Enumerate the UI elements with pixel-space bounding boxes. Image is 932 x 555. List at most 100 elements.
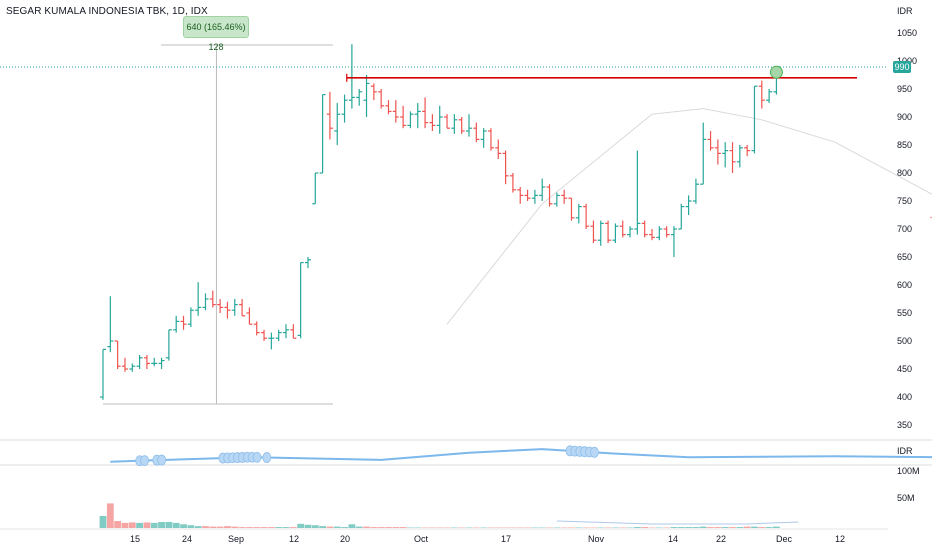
- ohlc-bar: [122, 358, 128, 372]
- volume-bar: [173, 523, 180, 528]
- volume-bar: [341, 527, 348, 528]
- volume-bar: [356, 527, 363, 528]
- ohlc-bar: [334, 103, 340, 145]
- price-tick-label: 500: [897, 336, 912, 346]
- ohlc-bar: [320, 95, 326, 173]
- ohlc-bar: [627, 226, 633, 237]
- volume-bar: [114, 521, 121, 528]
- ohlc-bar: [532, 190, 538, 204]
- volume-bar: [378, 527, 385, 528]
- time-tick-label: 15: [130, 534, 140, 544]
- ohlc-bar: [605, 221, 611, 243]
- ohlc-bar: [159, 358, 165, 369]
- volume-bar: [209, 527, 216, 528]
- ohlc-bar: [583, 204, 589, 229]
- ohlc-bar: [217, 299, 223, 313]
- volume-bar: [693, 527, 700, 528]
- ohlc-bar: [708, 131, 714, 151]
- horizontal-line-drawing[interactable]: [347, 66, 857, 82]
- volume-bar: [136, 523, 143, 528]
- time-tick-label: Dec: [776, 534, 793, 544]
- volume-bar: [758, 527, 765, 528]
- ohlc-bar: [407, 111, 413, 128]
- indicator-highlight-dot: [141, 456, 149, 466]
- indicator-highlight-dot: [158, 455, 166, 465]
- volume-bar: [363, 527, 370, 528]
- ohlc-bar: [722, 142, 728, 167]
- ohlc-bar: [151, 358, 157, 366]
- volume-bar: [700, 527, 707, 528]
- ohlc-bar: [642, 221, 648, 238]
- price-axis[interactable]: 1050100095090085080075070065060055050045…: [897, 28, 917, 430]
- ohlc-bar: [664, 226, 670, 237]
- volume-bar: [231, 527, 238, 528]
- ohlc-bar: [137, 355, 143, 369]
- indicator-highlight-dot: [263, 453, 271, 463]
- volume-bar: [714, 527, 721, 528]
- ohlc-bar: [444, 114, 450, 128]
- indicator-highlight-dot: [590, 447, 598, 457]
- ohlc-bar: [656, 226, 662, 240]
- volume-bar: [736, 527, 743, 528]
- volume-bar: [634, 527, 641, 528]
- volume-bar: [290, 527, 297, 528]
- volume-bar: [151, 523, 158, 528]
- volume-bar: [707, 527, 714, 528]
- ohlc-bar: [415, 103, 421, 128]
- ohlc-bar: [100, 349, 106, 399]
- ohlc-bar: [239, 299, 245, 316]
- volume-bar: [202, 526, 209, 528]
- volume-bar: [107, 503, 114, 528]
- ohlc-bar: [349, 44, 355, 108]
- volume-bar: [100, 516, 107, 528]
- ohlc-bar: [598, 221, 604, 246]
- ohlc-bar: [766, 89, 772, 103]
- chart-title: SEGAR KUMALA INDONESIA TBK, 1D, IDX: [6, 6, 208, 17]
- ohlc-bar: [759, 81, 765, 109]
- ohlc-bar: [246, 307, 252, 324]
- ohlc-bar: [385, 100, 391, 114]
- volume-bar: [685, 527, 692, 528]
- volume-bar: [327, 527, 334, 528]
- last-bar-marker: [770, 66, 782, 78]
- ohlc-bar: [437, 106, 443, 134]
- indicator-currency-label: IDR: [897, 446, 913, 456]
- time-tick-label: 20: [340, 534, 350, 544]
- ohlc-bar: [525, 190, 531, 201]
- volume-bar: [253, 527, 260, 528]
- ohlc-bar: [276, 330, 282, 341]
- ohlc-bar: [232, 299, 238, 316]
- ohlc-bar: [649, 229, 655, 240]
- volume-bar: [261, 527, 268, 528]
- ohlc-bar: [561, 190, 567, 204]
- ohlc-bar: [671, 226, 677, 257]
- volume-bar: [334, 527, 341, 528]
- price-tick-label: 750: [897, 196, 912, 206]
- ohlc-bar: [590, 221, 596, 243]
- volume-bar: [392, 527, 399, 528]
- volume-bar: [195, 526, 202, 528]
- ohlc-bars: [100, 44, 779, 400]
- volume-bar: [385, 527, 392, 528]
- gray-ma-line: [447, 109, 932, 325]
- volume-bar: [144, 522, 151, 528]
- ohlc-bar: [312, 173, 318, 204]
- time-tick-label: 14: [668, 534, 678, 544]
- ohlc-bar: [744, 145, 750, 156]
- ohlc-bar: [195, 282, 201, 316]
- volume-bar: [319, 526, 326, 528]
- ohlc-bar: [115, 341, 121, 369]
- volume-ma-line: [557, 521, 799, 524]
- price-tick-label: 350: [897, 420, 912, 430]
- ohlc-bar: [554, 193, 560, 207]
- ohlc-bar: [298, 263, 304, 339]
- volume-bar: [165, 522, 172, 528]
- ohlc-bar: [371, 83, 377, 100]
- time-tick-label: 12: [289, 534, 299, 544]
- price-tick-label: 950: [897, 84, 912, 94]
- ohlc-bar: [429, 114, 435, 131]
- volume-bar: [217, 527, 224, 528]
